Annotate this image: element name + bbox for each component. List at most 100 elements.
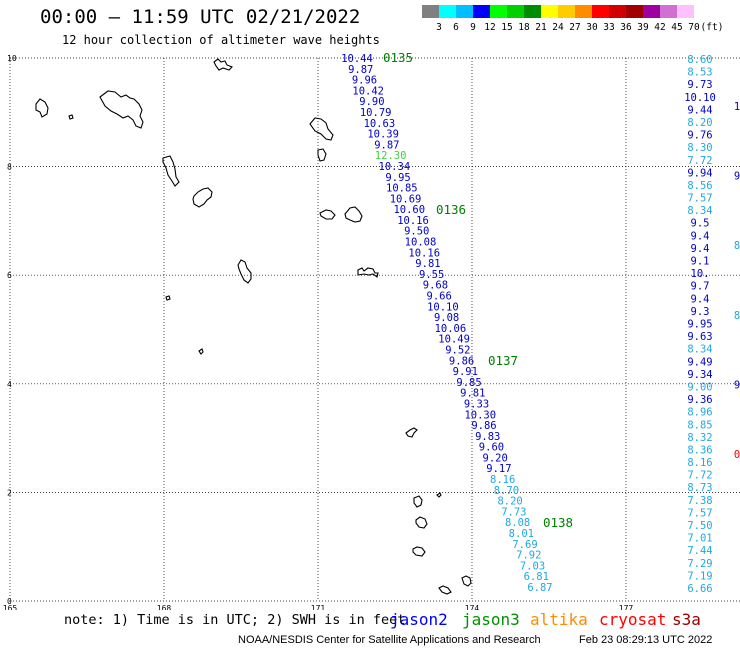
legend-label: 9 bbox=[470, 22, 476, 33]
wave-height-label: 9.34 bbox=[687, 369, 712, 381]
legend-label: 30 bbox=[586, 22, 598, 33]
wave-height-label: 8.16 bbox=[490, 474, 515, 486]
map-grid bbox=[9, 57, 740, 602]
wave-height-label: 10.10 bbox=[427, 301, 459, 313]
wave-height-label: 10.49 bbox=[438, 334, 470, 346]
wave-height-label: 9.83 bbox=[475, 431, 500, 443]
wave-height-label: 9.5 bbox=[691, 218, 710, 230]
wave-height-label: 9.76 bbox=[687, 130, 712, 142]
x-tick-label: 165 bbox=[3, 604, 18, 610]
wave-height-label: 8.30 bbox=[687, 142, 712, 154]
island-outline bbox=[162, 155, 180, 187]
wave-height-label: 10.44 bbox=[341, 53, 373, 65]
legend-label: 15 bbox=[501, 22, 512, 33]
wave-height-label: 9 bbox=[734, 379, 740, 391]
legend-swatch bbox=[626, 5, 643, 18]
legend-swatch bbox=[473, 5, 490, 18]
color-legend: 3 6 9 12 15 18 21 24 27 30 33 36 39 42 45 70 (ft) bbox=[422, 5, 723, 33]
wave-height-label: 10.42 bbox=[352, 85, 384, 97]
wave-height-label: 8.85 bbox=[687, 419, 712, 431]
island-outline bbox=[99, 90, 144, 129]
wave-height-label: 9.63 bbox=[687, 331, 712, 343]
x-axis-ticks: 165 168 171 174 177 bbox=[3, 604, 634, 610]
island-outline bbox=[319, 209, 336, 220]
wave-height-label: 9.87 bbox=[374, 139, 399, 151]
legend-swatch bbox=[422, 5, 439, 18]
satellite-label-jason2: jason2 bbox=[390, 610, 448, 629]
wave-height-label: 7.50 bbox=[687, 520, 712, 532]
wave-height-label: 7.69 bbox=[512, 539, 537, 551]
legend-swatch bbox=[439, 5, 456, 18]
legend-label: 6 bbox=[453, 22, 459, 33]
legend-swatch bbox=[558, 5, 575, 18]
island-outline bbox=[35, 98, 49, 118]
wave-height-label: 7.03 bbox=[520, 560, 545, 572]
wave-height-label: 8.96 bbox=[687, 407, 712, 419]
wave-height-label: 9.36 bbox=[687, 394, 712, 406]
island-outlines bbox=[35, 58, 472, 595]
wave-height-label: 8.34 bbox=[687, 344, 712, 356]
legend-label: 24 bbox=[552, 22, 564, 33]
wave-height-label: 8.20 bbox=[687, 117, 712, 129]
wave-height-label: 9.3 bbox=[691, 306, 710, 318]
wave-height-label: 9.44 bbox=[687, 104, 712, 116]
legend-label: 70 bbox=[688, 22, 700, 33]
island-outline bbox=[357, 267, 379, 278]
wave-height-label: 6.81 bbox=[524, 571, 549, 583]
wave-height-label: 6.87 bbox=[527, 582, 552, 594]
wave-height-label: 9.60 bbox=[479, 442, 504, 454]
pass-time-label: 0137 bbox=[488, 353, 518, 368]
y-axis-ticks: 10 8 6 4 2 0 bbox=[7, 54, 17, 606]
wave-height-label: 7.57 bbox=[687, 193, 712, 205]
y-tick-label: 0 bbox=[7, 597, 12, 606]
legend-label: 36 bbox=[620, 22, 632, 33]
footer-date: Feb 23 08:29:13 UTC 2022 bbox=[579, 634, 713, 646]
island-outline bbox=[198, 348, 204, 355]
wave-height-label: 0 bbox=[734, 449, 740, 461]
wave-height-label: 9.55 bbox=[419, 269, 444, 281]
wave-height-label: 9.66 bbox=[427, 291, 452, 303]
wave-height-label: 8.01 bbox=[509, 528, 534, 540]
legend-label: 33 bbox=[603, 22, 614, 33]
wave-height-label: 9.81 bbox=[460, 388, 485, 400]
wave-height-label: 9.20 bbox=[483, 452, 508, 464]
wave-height-label: 7.01 bbox=[687, 533, 712, 545]
wave-height-label: 9.96 bbox=[352, 75, 377, 87]
x-tick-label: 177 bbox=[619, 604, 634, 610]
legend-swatch bbox=[575, 5, 592, 18]
wave-height-label: 10.85 bbox=[386, 183, 418, 195]
legend-swatch bbox=[524, 5, 541, 18]
wave-height-label: 9.4 bbox=[691, 230, 710, 242]
wave-height-label: 7.72 bbox=[687, 470, 712, 482]
wave-height-label: 8.70 bbox=[494, 485, 519, 497]
wave-height-label: 8.60 bbox=[687, 54, 712, 66]
wave-height-label: 8 bbox=[734, 310, 740, 322]
legend-label: 42 bbox=[654, 22, 665, 33]
wave-height-label: 10.10 bbox=[684, 92, 716, 104]
legend-swatch bbox=[490, 5, 507, 18]
wave-height-label: 9.87 bbox=[348, 64, 373, 76]
x-tick-label: 168 bbox=[157, 604, 172, 610]
wave-height-tracks: 10.449.879.9610.429.9010.7910.6310.399.8… bbox=[341, 50, 740, 595]
island-outline bbox=[213, 58, 233, 71]
wave-height-label: 7.38 bbox=[687, 495, 712, 507]
island-outline bbox=[68, 114, 74, 120]
satellite-label-altika: altika bbox=[530, 610, 588, 629]
legend-swatch bbox=[643, 5, 660, 18]
wave-height-label: 9.1 bbox=[691, 256, 710, 268]
island-outline bbox=[165, 295, 171, 301]
legend-label: 18 bbox=[518, 22, 530, 33]
wave-height-label: 9.50 bbox=[404, 226, 429, 238]
wave-height-label: 7.29 bbox=[687, 558, 712, 570]
legend-swatch bbox=[592, 5, 609, 18]
legend-swatch bbox=[609, 5, 626, 18]
wave-height-label: 9.00 bbox=[687, 381, 712, 393]
wave-height-label: 8.56 bbox=[687, 180, 712, 192]
wave-height-label: 10.63 bbox=[364, 118, 396, 130]
wave-height-label: 10.08 bbox=[405, 237, 437, 249]
wave-height-label: 9.86 bbox=[471, 420, 496, 432]
wave-height-label: 8 bbox=[734, 240, 740, 252]
legend-label: 12 bbox=[484, 22, 495, 33]
